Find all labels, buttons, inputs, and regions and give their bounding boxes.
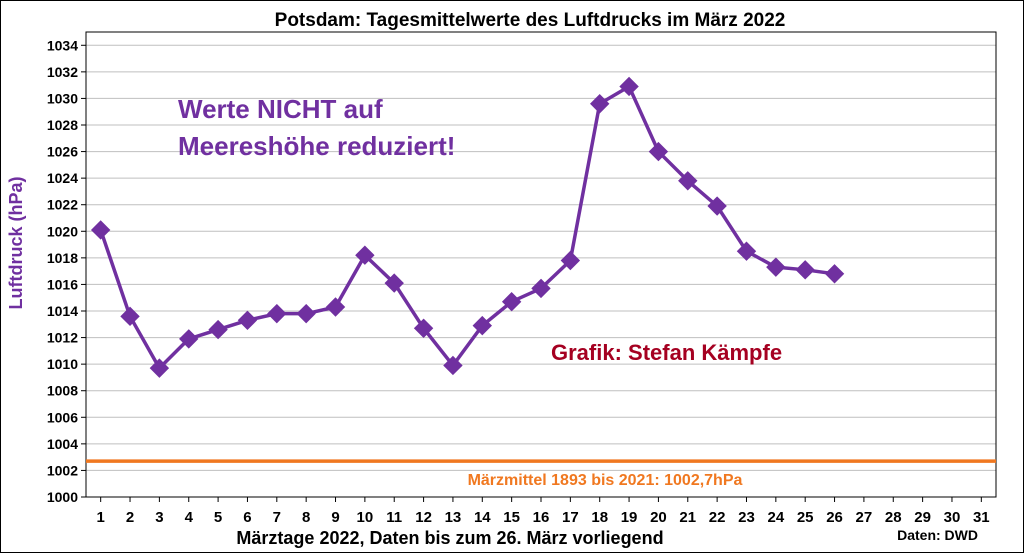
data-point-marker	[384, 273, 404, 293]
x-tick-label: 2	[126, 509, 134, 526]
y-tick-label: 1016	[47, 276, 78, 292]
x-tick-label: 15	[503, 509, 520, 526]
data-point-marker	[766, 257, 786, 277]
y-tick-label: 1012	[47, 330, 78, 346]
x-tick-label: 9	[331, 509, 339, 526]
chart-title: Potsdam: Tagesmittelwerte des Luftdrucks…	[275, 10, 786, 31]
reference-line-label: Märzmittel 1893 bis 2021: 1002,7hPa	[468, 472, 743, 489]
data-point-marker	[678, 171, 698, 191]
y-tick-label: 1030	[47, 90, 78, 106]
grid-lines	[86, 44, 996, 498]
x-tick-label: 25	[797, 509, 814, 526]
x-tick-label: 5	[214, 509, 222, 526]
y-axis-ticks: 1000 1002 1004 1006 1008 1010 1012 1014 1016 1018…	[47, 37, 86, 505]
x-tick-label: 6	[243, 509, 251, 526]
y-tick-label: 1008	[47, 383, 78, 399]
y-tick-label: 1000	[47, 489, 78, 505]
x-tick-label: 8	[302, 509, 310, 526]
x-tick-label: 17	[562, 509, 579, 526]
x-tick-label: 14	[474, 509, 491, 526]
data-point-marker	[90, 220, 111, 240]
y-axis-label: Luftdruck (hPa)	[6, 176, 26, 309]
data-point-marker	[443, 355, 463, 376]
x-tick-label: 19	[621, 509, 638, 526]
x-tick-label: 16	[533, 509, 550, 526]
data-point-marker	[120, 306, 140, 327]
x-tick-label: 31	[973, 509, 990, 526]
data-point-marker	[560, 250, 581, 271]
y-tick-label: 1014	[47, 303, 78, 319]
y-tick-label: 1010	[47, 356, 78, 372]
y-tick-label: 1028	[47, 117, 78, 133]
data-point-marker	[208, 319, 228, 340]
y-tick-label: 1004	[47, 436, 78, 452]
data-point-marker	[824, 264, 845, 284]
data-point-marker	[472, 315, 492, 336]
x-tick-label: 10	[357, 509, 374, 526]
data-point-marker	[795, 260, 815, 280]
y-tick-label: 1022	[47, 197, 78, 213]
data-point-marker	[355, 245, 375, 265]
data-point-marker	[325, 297, 346, 317]
x-tick-label: 20	[650, 509, 667, 526]
annotation-note-line2: Meereshöhe reduziert!	[178, 131, 455, 161]
y-tick-label: 1018	[47, 250, 78, 266]
y-tick-label: 1034	[47, 37, 78, 53]
data-point-marker	[619, 76, 639, 97]
y-tick-label: 1024	[47, 170, 78, 186]
y-tick-label: 1026	[47, 144, 78, 160]
x-axis-ticks: 1 2 3 4 5 6 7 8 9 10 11 12 13 14 15 16 17 18 19 20 21 22 23 24 2…	[97, 497, 990, 526]
y-tick-label: 1020	[47, 223, 78, 239]
x-tick-label: 7	[273, 509, 281, 526]
x-tick-label: 24	[767, 509, 784, 526]
x-tick-label: 18	[591, 509, 608, 526]
data-point-marker	[531, 278, 551, 299]
y-tick-label: 1002	[47, 462, 78, 478]
x-axis-label: Märztage 2022, Daten bis zum 26. März vo…	[236, 528, 663, 548]
x-tick-label: 13	[445, 509, 462, 526]
x-tick-label: 1	[97, 509, 105, 526]
x-tick-label: 26	[826, 509, 843, 526]
data-point-marker	[267, 303, 287, 324]
data-point-marker	[736, 241, 757, 261]
annotation-source: Daten: DWD	[897, 527, 978, 543]
x-tick-label: 11	[386, 509, 402, 526]
data-point-marker	[149, 358, 170, 378]
x-tick-label: 4	[185, 509, 194, 526]
data-point-marker	[501, 291, 522, 312]
series-pressure	[90, 76, 845, 378]
x-tick-label: 21	[679, 509, 696, 526]
x-tick-label: 12	[415, 509, 432, 526]
x-tick-label: 23	[738, 509, 755, 526]
data-point-marker	[648, 141, 669, 162]
annotation-note-line1: Werte NICHT auf	[178, 94, 383, 124]
data-point-marker	[296, 303, 316, 324]
data-point-marker	[707, 196, 727, 216]
x-tick-label: 22	[709, 509, 726, 526]
annotation-author: Grafik: Stefan Kämpfe	[551, 340, 782, 365]
x-tick-label: 28	[885, 509, 902, 526]
data-point-marker	[590, 94, 610, 114]
x-tick-label: 27	[856, 509, 873, 526]
y-tick-label: 1006	[47, 409, 78, 425]
x-tick-label: 3	[155, 509, 163, 526]
data-point-marker	[179, 329, 199, 349]
y-tick-label: 1032	[47, 64, 78, 80]
data-point-marker	[413, 318, 434, 338]
data-point-marker	[237, 310, 258, 331]
x-tick-label: 30	[944, 509, 961, 526]
x-tick-label: 29	[914, 509, 931, 526]
